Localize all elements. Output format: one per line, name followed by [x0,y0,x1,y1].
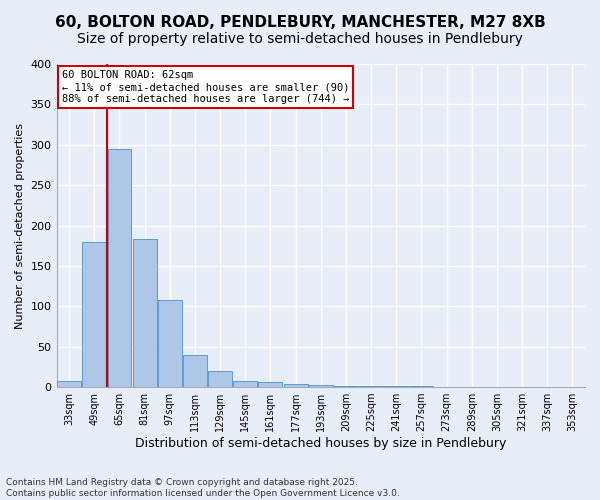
Bar [409,386,433,387]
Text: 60 BOLTON ROAD: 62sqm
← 11% of semi-detached houses are smaller (90)
88% of semi: 60 BOLTON ROAD: 62sqm ← 11% of semi-deta… [62,70,349,104]
Y-axis label: Number of semi-detached properties: Number of semi-detached properties [15,122,25,328]
X-axis label: Distribution of semi-detached houses by size in Pendlebury: Distribution of semi-detached houses by … [135,437,506,450]
Bar [259,382,283,387]
Bar [133,240,157,387]
Bar [233,380,257,387]
Bar [385,386,408,387]
Bar [208,371,232,387]
Text: Contains HM Land Registry data © Crown copyright and database right 2025.
Contai: Contains HM Land Registry data © Crown c… [6,478,400,498]
Bar [57,380,81,387]
Bar [334,386,358,387]
Text: Size of property relative to semi-detached houses in Pendlebury: Size of property relative to semi-detach… [77,32,523,46]
Bar [158,300,182,387]
Text: 60, BOLTON ROAD, PENDLEBURY, MANCHESTER, M27 8XB: 60, BOLTON ROAD, PENDLEBURY, MANCHESTER,… [55,15,545,30]
Bar [107,149,131,387]
Bar [309,386,333,387]
Bar [359,386,383,387]
Bar [284,384,308,387]
Bar [82,242,106,387]
Bar [183,355,207,387]
